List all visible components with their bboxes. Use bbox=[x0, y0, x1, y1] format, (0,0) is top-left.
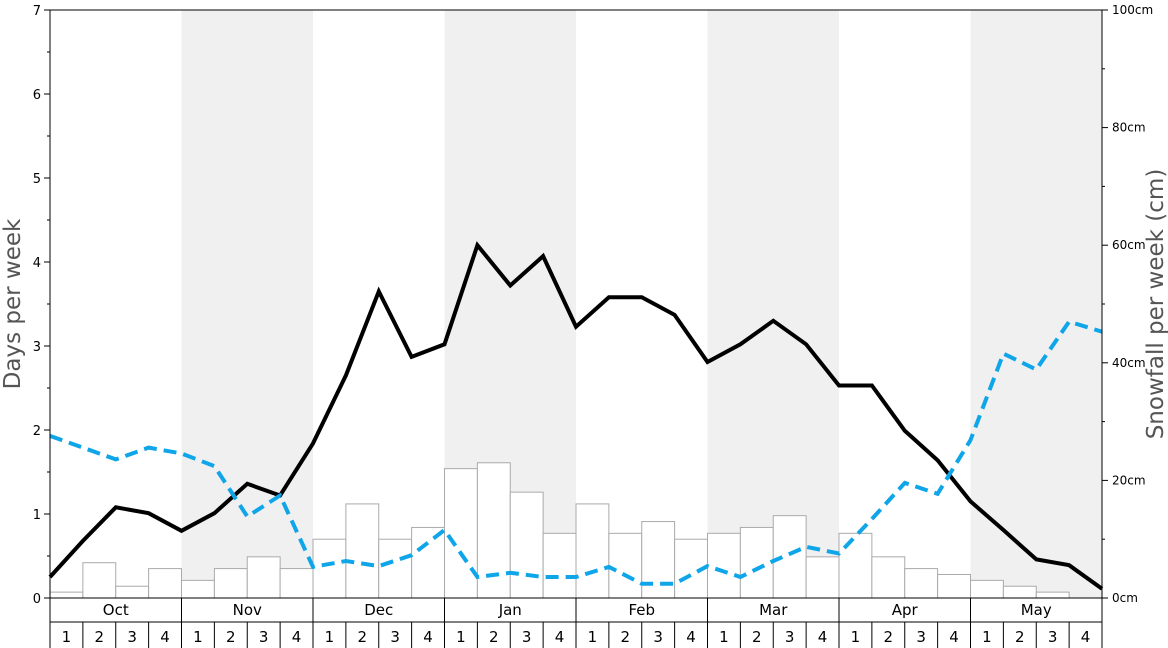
week-label: 2 bbox=[489, 628, 499, 646]
snowfall-bar bbox=[575, 503, 610, 599]
week-label: 2 bbox=[358, 628, 368, 646]
right-tick-label: 20cm bbox=[1112, 473, 1146, 487]
snowfall-bar bbox=[838, 532, 873, 599]
snowfall-bar bbox=[148, 568, 182, 599]
y-axis-right-label: Snowfall per week (cm) bbox=[1143, 169, 1168, 440]
line-solid-series bbox=[48, 241, 1104, 591]
week-label: 3 bbox=[916, 628, 926, 646]
snowfall-bar bbox=[476, 462, 511, 599]
right-tick-label: 40cm bbox=[1112, 356, 1146, 370]
snowfall-bar bbox=[937, 573, 971, 599]
snowfall-bar bbox=[707, 532, 741, 599]
week-label: 3 bbox=[259, 628, 269, 646]
snowfall-bar bbox=[608, 532, 643, 599]
snowfall-bar bbox=[181, 579, 215, 599]
week-label: 4 bbox=[555, 628, 565, 646]
snowfall-bar bbox=[213, 568, 248, 599]
snowfall-bar bbox=[378, 538, 413, 599]
week-label: 3 bbox=[390, 628, 400, 646]
month-label: Nov bbox=[233, 601, 262, 619]
month-label: Jan bbox=[498, 601, 522, 619]
month-label: Feb bbox=[628, 601, 655, 619]
week-label: 3 bbox=[1048, 628, 1058, 646]
month-label: Dec bbox=[364, 601, 393, 619]
week-label: 1 bbox=[719, 628, 729, 646]
snowfall-bar bbox=[805, 556, 840, 599]
snowfall-bar bbox=[739, 526, 774, 599]
right-tick-label: 100cm bbox=[1112, 3, 1153, 17]
snowfall-bar bbox=[641, 521, 676, 599]
snowfall-bar bbox=[411, 526, 445, 599]
month-band-may bbox=[970, 10, 1102, 598]
snowfall-bar bbox=[312, 538, 347, 599]
week-label: 4 bbox=[1081, 628, 1091, 646]
month-label: Mar bbox=[759, 601, 788, 619]
left-tick-label: 4 bbox=[33, 256, 41, 271]
left-tick-label: 3 bbox=[33, 340, 41, 355]
axes: 0 1 2 3 4 5 6 7 0cm 20cm 40cm 60cm 80cm 100cm Oct 1 2 3 4 N… bbox=[33, 3, 1153, 648]
snowfall-bars bbox=[49, 462, 1070, 599]
week-label: 1 bbox=[982, 628, 992, 646]
month-band-mar bbox=[707, 10, 839, 598]
week-label: 3 bbox=[653, 628, 663, 646]
week-label: 1 bbox=[456, 628, 466, 646]
snowfall-bar bbox=[871, 556, 906, 599]
month-shading bbox=[181, 10, 1102, 598]
week-label: 1 bbox=[588, 628, 598, 646]
week-label: 2 bbox=[226, 628, 236, 646]
y-axis-left-label: Days per week bbox=[0, 218, 26, 389]
snowfall-bar bbox=[970, 579, 1004, 599]
month-label: Apr bbox=[892, 601, 919, 619]
snowfall-bar bbox=[444, 468, 478, 599]
snowfall-bar bbox=[49, 591, 84, 599]
line-dashed-series bbox=[49, 319, 1103, 586]
week-label: 2 bbox=[1015, 628, 1025, 646]
snowfall-bar bbox=[115, 585, 150, 599]
snowfall-bar bbox=[904, 568, 939, 599]
left-tick-label: 7 bbox=[33, 4, 41, 19]
week-label: 3 bbox=[522, 628, 532, 646]
month-label: Oct bbox=[103, 601, 129, 619]
week-label: 2 bbox=[752, 628, 762, 646]
week-label: 3 bbox=[127, 628, 137, 646]
week-label: 1 bbox=[62, 628, 72, 646]
week-label: 2 bbox=[95, 628, 105, 646]
left-tick-label: 0 bbox=[33, 592, 41, 607]
snowfall-bar bbox=[1035, 591, 1070, 599]
snowfall-bar bbox=[1002, 585, 1037, 599]
week-label: 2 bbox=[621, 628, 631, 646]
week-label: 4 bbox=[949, 628, 959, 646]
axis-labels: Days per week Snowfall per week (cm) bbox=[0, 169, 1168, 440]
week-label: 1 bbox=[193, 628, 203, 646]
right-tick-label: 60cm bbox=[1112, 238, 1146, 252]
snowfall-bar bbox=[509, 491, 544, 599]
left-tick-label: 2 bbox=[33, 424, 41, 439]
right-tick-label: 0cm bbox=[1112, 591, 1138, 605]
week-label: 1 bbox=[325, 628, 335, 646]
week-label: 1 bbox=[851, 628, 861, 646]
month-label: May bbox=[1021, 601, 1052, 619]
left-tick-label: 5 bbox=[33, 172, 41, 187]
week-label: 4 bbox=[160, 628, 170, 646]
left-tick-label: 1 bbox=[33, 508, 41, 523]
month-band-nov bbox=[181, 10, 313, 598]
snowfall-bar bbox=[82, 562, 117, 599]
left-tick-label: 6 bbox=[33, 88, 41, 103]
week-label: 2 bbox=[884, 628, 894, 646]
snowfall-bar bbox=[246, 556, 281, 599]
week-label: 3 bbox=[785, 628, 795, 646]
snowfall-bar bbox=[279, 568, 314, 599]
week-label: 4 bbox=[818, 628, 828, 646]
snowfall-bar bbox=[542, 532, 577, 599]
series-lines bbox=[48, 241, 1104, 591]
week-label: 4 bbox=[292, 628, 302, 646]
week-label: 4 bbox=[423, 628, 433, 646]
right-tick-label: 80cm bbox=[1112, 121, 1146, 135]
snowfall-bar bbox=[345, 503, 380, 599]
week-label: 4 bbox=[686, 628, 696, 646]
